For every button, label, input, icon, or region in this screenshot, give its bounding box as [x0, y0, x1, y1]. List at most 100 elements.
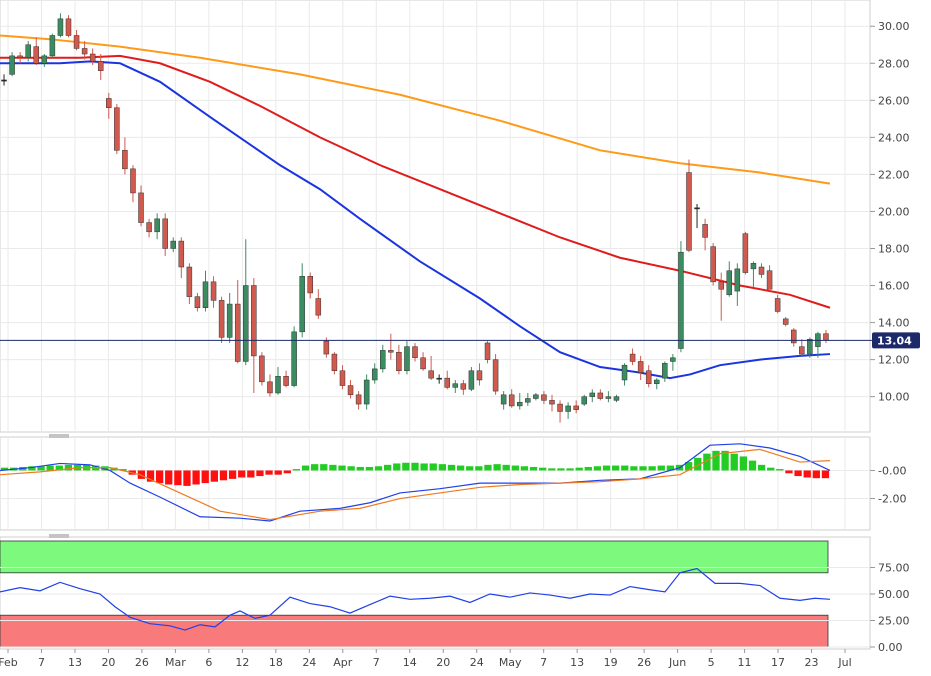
- candle-body: [629, 353, 636, 362]
- candle: [565, 402, 571, 419]
- macd-histogram-bar: [520, 466, 529, 471]
- candle: [178, 237, 185, 279]
- macd-histogram-bar: [228, 470, 237, 479]
- candle-body: [742, 233, 749, 273]
- candle: [541, 391, 547, 405]
- candle-body: [589, 392, 596, 397]
- candle: [718, 272, 724, 321]
- candle: [662, 361, 668, 382]
- macd-histogram-bar: [730, 453, 738, 471]
- x-tick-label: 18: [269, 656, 283, 669]
- candle-body: [81, 48, 88, 55]
- macd-lines: [0, 443, 831, 522]
- candle-body: [57, 18, 64, 36]
- candle-body: [162, 218, 168, 249]
- rsi-grid: [0, 567, 870, 648]
- candle-body: [476, 370, 483, 381]
- candle-body: [251, 285, 257, 357]
- candle-body: [97, 61, 104, 71]
- candle: [742, 231, 749, 275]
- x-tick-label: 24: [470, 656, 484, 669]
- candle-body: [323, 340, 330, 355]
- candle: [218, 296, 225, 343]
- macd-histogram-bar: [119, 469, 127, 471]
- candle: [549, 394, 555, 412]
- candle-body: [645, 370, 652, 384]
- candle-body: [130, 168, 136, 194]
- candle-body: [549, 400, 555, 405]
- candle-body: [106, 98, 112, 108]
- x-tick-label: Feb: [0, 656, 18, 669]
- candle-body: [484, 342, 491, 360]
- moving-averages: [0, 34, 831, 380]
- candle: [226, 292, 233, 343]
- candle-body: [226, 303, 233, 338]
- candle: [65, 15, 72, 38]
- macd-histogram-bar: [101, 466, 109, 471]
- candle-body: [138, 192, 144, 223]
- candle: [106, 92, 112, 119]
- candle: [710, 242, 716, 286]
- candle-body: [541, 394, 547, 401]
- candle: [234, 279, 241, 364]
- x-tick-label: Mar: [165, 656, 186, 669]
- candle: [460, 379, 467, 395]
- candle: [251, 278, 257, 393]
- candle-body: [267, 381, 273, 394]
- candle: [17, 52, 23, 64]
- candle: [412, 342, 418, 362]
- candle: [41, 54, 48, 67]
- candle-body: [186, 266, 193, 297]
- candle: [243, 239, 249, 366]
- x-tick-label: 20: [436, 656, 450, 669]
- x-tick-label: 13: [68, 656, 82, 669]
- candle: [436, 374, 442, 384]
- candle-body: [823, 333, 829, 341]
- candle-body: [210, 281, 217, 301]
- candle: [210, 276, 217, 308]
- candle-body: [420, 357, 426, 370]
- x-tick-label: 7: [373, 656, 380, 669]
- candle: [363, 374, 370, 410]
- x-tick-label: 13: [570, 656, 584, 669]
- candle: [9, 52, 15, 77]
- macd-histogram-bar: [612, 465, 620, 471]
- candle: [355, 391, 362, 410]
- price-tick-label: 22.00: [878, 168, 910, 181]
- macd-histogram-bar: [539, 467, 547, 471]
- candle-body: [363, 379, 370, 405]
- candle: [799, 339, 805, 356]
- candle-body: [702, 224, 708, 238]
- macd-histogram-bar: [493, 464, 501, 471]
- macd-line: [0, 443, 831, 522]
- candle: [533, 392, 539, 401]
- macd-histogram-bar: [311, 464, 319, 471]
- candle: [122, 137, 128, 175]
- macd-histogram-bar: [502, 464, 510, 471]
- candle-body: [525, 398, 531, 403]
- macd-histogram-bar: [529, 466, 538, 471]
- candle-body: [154, 218, 160, 233]
- x-tick-label: 23: [805, 656, 819, 669]
- macd-histogram-bar: [429, 463, 437, 471]
- x-tick-label: 17: [771, 656, 785, 669]
- macd-histogram-bar: [374, 466, 383, 471]
- candle-body: [178, 240, 185, 268]
- rsi-line-path: [0, 567, 831, 631]
- rsi-y-axis: 0.00 25.00 50.00 75.00: [870, 562, 910, 654]
- candle-body: [581, 396, 587, 405]
- candle: [371, 363, 378, 384]
- macd-histogram-bar: [821, 470, 830, 479]
- candle-body: [500, 394, 507, 405]
- candle: [73, 29, 80, 51]
- candle: [1, 74, 7, 86]
- price-tick-label: 24.00: [878, 131, 910, 144]
- moving-average-line-1: [0, 34, 831, 185]
- candle: [629, 348, 636, 366]
- rsi-resize-handle[interactable]: [49, 534, 69, 538]
- macd-resize-handle[interactable]: [49, 434, 69, 438]
- candle: [686, 159, 692, 253]
- candle-body: [114, 107, 120, 151]
- macd-histogram-bar: [657, 465, 665, 471]
- macd-histogram-bar: [639, 466, 647, 471]
